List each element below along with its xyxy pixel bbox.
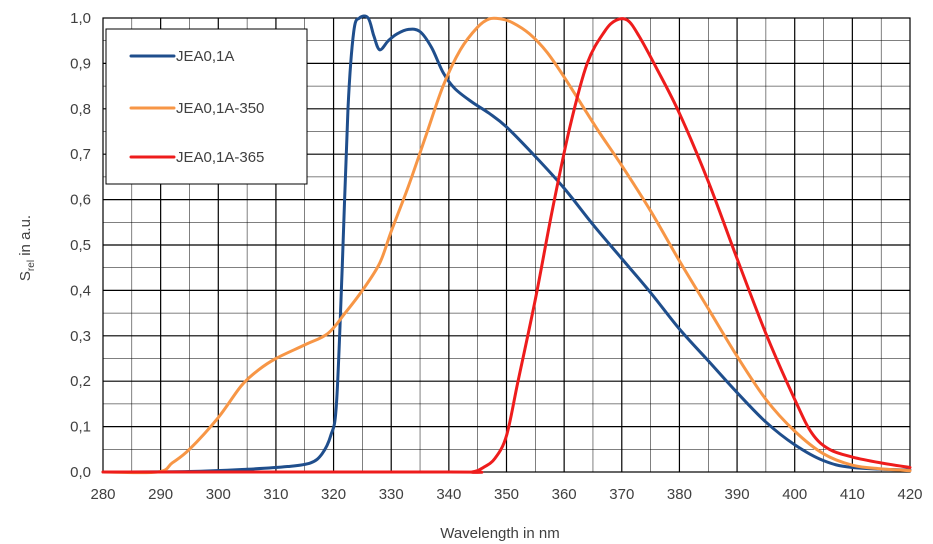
y-tick-label: 0,2 (70, 373, 91, 390)
series-line-2 (101, 16, 912, 475)
x-axis-ticks: 280 290 300 310 320 330 340 350 360 370 380 390 400 4… (90, 486, 922, 503)
x-tick-label: 290 (148, 486, 173, 503)
y-tick-label: 0,3 (70, 328, 91, 345)
x-tick-label: 390 (725, 486, 750, 503)
series-line-3 (101, 17, 912, 474)
x-tick-label: 400 (782, 486, 807, 503)
y-tick-label: 0,9 (70, 55, 91, 72)
y-tick-label: 0,4 (70, 282, 91, 299)
y-axis-ticks: 0,0 0,1 0,2 0,3 0,4 0,5 0,6 0,7 0,8 0,9 1,0 (70, 10, 91, 481)
x-tick-label: 340 (436, 486, 461, 503)
y-tick-label: 0,0 (70, 464, 91, 481)
x-tick-label: 360 (552, 486, 577, 503)
y-tick-label: 0,8 (70, 101, 91, 118)
x-tick-label: 380 (667, 486, 692, 503)
x-tick-label: 370 (609, 486, 634, 503)
y-tick-label: 0,7 (70, 146, 91, 163)
y-axis-title: Srel in a.u. (17, 215, 37, 281)
x-tick-label: 420 (897, 486, 922, 503)
x-tick-label: 350 (494, 486, 519, 503)
x-tick-label: 300 (206, 486, 231, 503)
legend-label-1: JEA0,1A (176, 48, 234, 65)
x-tick-label: 320 (321, 486, 346, 503)
series-line-1 (101, 14, 912, 474)
y-tick-label: 0,1 (70, 419, 91, 436)
x-tick-label: 310 (263, 486, 288, 503)
x-axis-title: Wavelength in nm (440, 525, 560, 542)
legend: JEA0,1A JEA0,1A-350 JEA0,1A-365 (105, 28, 308, 185)
y-tick-label: 0,5 (70, 237, 91, 254)
x-tick-label: 280 (90, 486, 115, 503)
y-tick-label: 1,0 (70, 10, 91, 27)
y-axis-title-main: S (17, 271, 34, 281)
x-tick-label: 330 (379, 486, 404, 503)
y-tick-label: 0,6 (70, 192, 91, 209)
series-layer (101, 14, 912, 475)
plot-area-frame (102, 17, 911, 473)
legend-label-3: JEA0,1A-365 (176, 149, 264, 166)
x-tick-label: 410 (840, 486, 865, 503)
legend-label-2: JEA0,1A-350 (176, 100, 264, 117)
y-axis-title-rest: in a.u. (17, 215, 34, 260)
y-axis-title-sub: rel (26, 260, 37, 271)
